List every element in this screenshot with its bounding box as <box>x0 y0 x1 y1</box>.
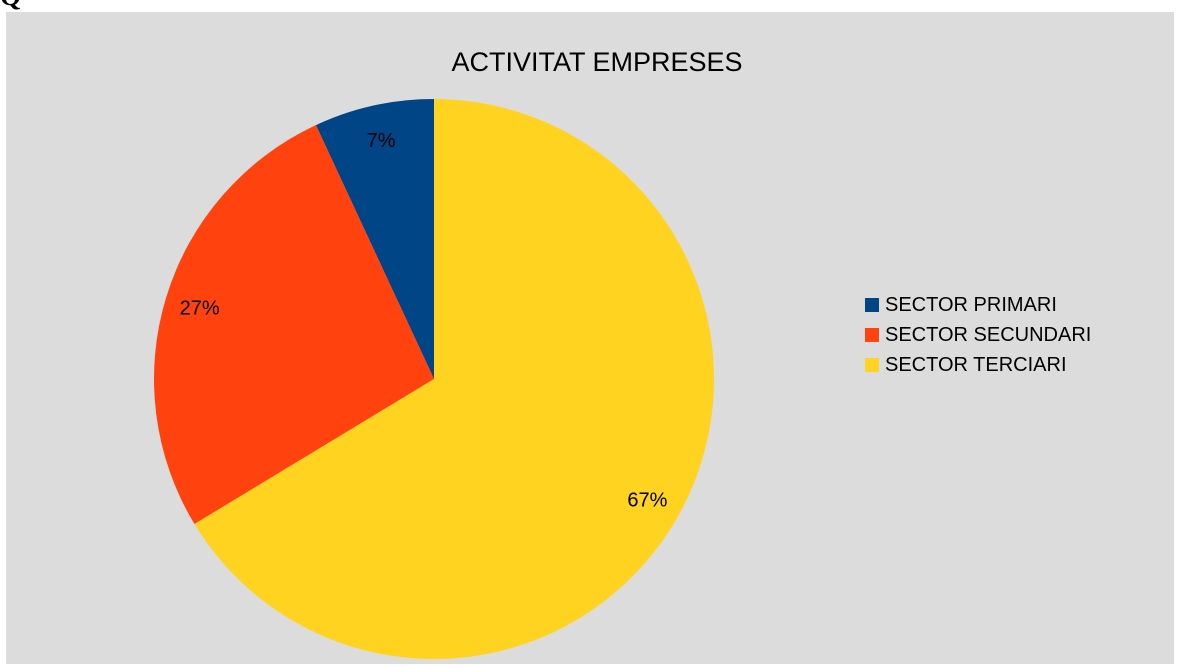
legend-item-sector-terciari: SECTOR TERCIARI <box>865 350 1091 380</box>
pie-slice-sector-terciari <box>194 99 714 660</box>
legend-label: SECTOR SECUNDARI <box>885 324 1092 346</box>
legend-swatch <box>865 358 879 372</box>
pie-label-sector-primari: 7% <box>367 130 396 152</box>
pie-data-labels: 7% 27% 67% <box>180 130 668 512</box>
pie-slices <box>153 99 714 660</box>
legend-item-sector-secundari: SECTOR SECUNDARI <box>865 320 1091 350</box>
legend-swatch <box>865 328 879 342</box>
legend-label: SECTOR TERCIARI <box>885 354 1067 376</box>
pie-label-sector-secundari: 27% <box>180 298 220 320</box>
pie-slice-sector-secundari <box>153 125 435 524</box>
pie-label-sector-terciari: 67% <box>627 489 667 511</box>
legend-label: SECTOR PRIMARI <box>885 294 1057 316</box>
cut-off-heading: Q <box>0 0 600 11</box>
legend-item-sector-primari: SECTOR PRIMARI <box>865 290 1091 320</box>
chart-title: ACTIVITAT EMPRESES <box>451 47 742 77</box>
chart-legend: SECTOR PRIMARI SECTOR SECUNDARI SECTOR TER… <box>865 290 1091 380</box>
pie-slice-sector-primari <box>315 99 434 379</box>
legend-swatch <box>865 298 879 312</box>
